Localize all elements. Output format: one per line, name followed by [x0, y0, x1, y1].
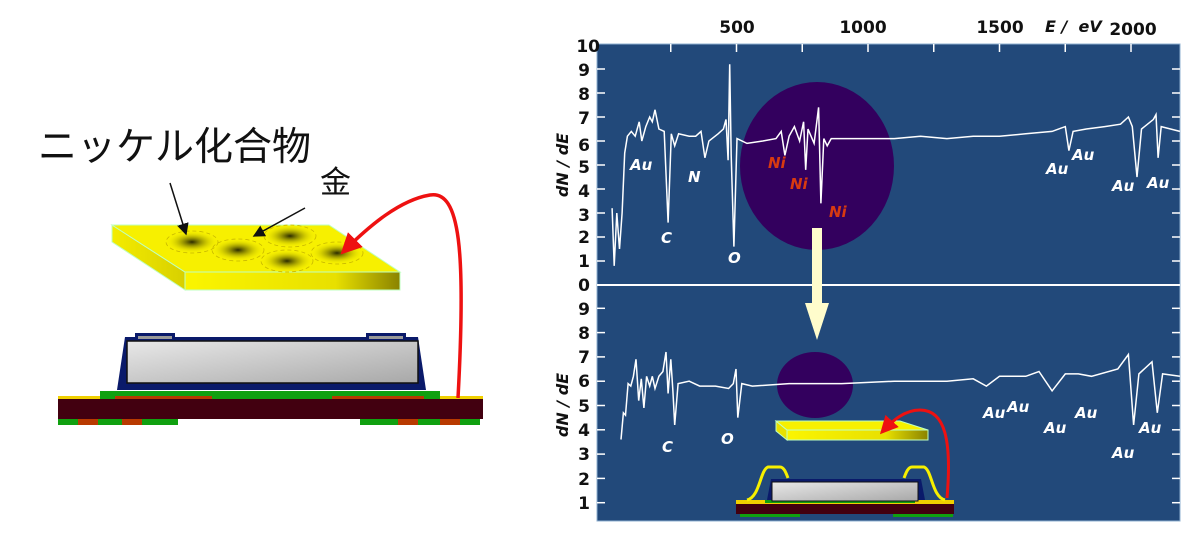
y-tick-label: 7 [578, 109, 590, 129]
y-tick-label: 7 [578, 348, 590, 368]
x-tick-label: 1500 [976, 18, 1023, 38]
y-tick-label: 0 [578, 276, 590, 296]
peak-label-au: Au [1045, 160, 1069, 178]
axis-ticks [597, 44, 1180, 504]
peak-label-ni: Ni [768, 154, 787, 172]
y-tick-label: 1 [578, 494, 590, 514]
y-tick-label: 5 [578, 158, 590, 178]
pointer-arrow-nickel [169, 182, 189, 236]
peak-label-au: Au [982, 404, 1006, 422]
inset-red-curved-arrow [879, 408, 951, 499]
y-axis-label-bottom: dN / dE [553, 373, 572, 437]
peak-label-n: N [688, 168, 701, 186]
spectrum-line-bottom [620, 351, 1181, 440]
down-arrow [805, 228, 829, 340]
peak-label-o: O [721, 430, 734, 448]
y-tick-label: 9 [578, 300, 590, 320]
inset-chip-package [736, 465, 954, 517]
peak-label-au: Au [1006, 398, 1030, 416]
peak-label-au: Au [1043, 419, 1067, 437]
y-tick-label: 2 [578, 228, 590, 248]
peak-label-o: O [728, 249, 741, 267]
y-tick-label: 1 [578, 252, 590, 272]
peak-label-au: Au [1071, 146, 1095, 164]
peak-label-au: Au [629, 156, 653, 174]
x-tick-label: 1000 [839, 18, 886, 38]
chip-package [58, 333, 483, 425]
x-tick-label: 2000 [1109, 20, 1156, 40]
gold-label: 金 [320, 165, 351, 201]
y-tick-labels-bottom: 1 2 3 4 5 6 7 8 9 [578, 300, 590, 514]
peak-label-au: Au [1146, 174, 1170, 192]
y-tick-label: 6 [578, 136, 590, 156]
red-curved-arrow [340, 193, 463, 399]
y-tick-labels-top: 0 1 2 3 4 5 6 7 8 9 10 [576, 37, 600, 296]
plot-area [596, 43, 1181, 522]
y-axis-label-top: dN / dE [553, 133, 572, 197]
x-tick-label: 500 [719, 18, 755, 38]
peak-label-c: C [661, 229, 672, 247]
peak-label-ni: Ni [790, 175, 809, 193]
peak-label-c: C [662, 438, 673, 456]
y-tick-label: 6 [578, 372, 590, 392]
x-axis-label: E / eV [1045, 17, 1103, 36]
nickel-compound-label: ニッケル化合物 [38, 125, 311, 170]
auger-spectrum-chart: 500 1000 1500 2000 E / eV 0 1 2 3 4 5 6 … [553, 17, 1181, 522]
peak-label-au: Au [1111, 177, 1135, 195]
y-tick-label: 2 [578, 470, 590, 490]
y-tick-label: 8 [578, 85, 590, 105]
y-tick-label: 4 [578, 182, 590, 202]
y-tick-label: 8 [578, 324, 590, 344]
peak-label-au: Au [1138, 419, 1162, 437]
y-tick-label: 10 [576, 37, 600, 57]
nickel-highlight-circle [740, 82, 894, 250]
peak-label-au: Au [1111, 444, 1135, 462]
y-tick-label: 3 [578, 206, 590, 226]
pointer-arrow-gold [252, 207, 306, 237]
y-tick-label: 4 [578, 421, 590, 441]
highlight-circle-after [777, 352, 853, 418]
spectrum-line-top [611, 64, 1181, 266]
peak-label-ni: Ni [829, 203, 848, 221]
left-diagram: ニッケル化合物 金 [38, 125, 483, 425]
y-tick-label: 3 [578, 445, 590, 465]
inset-gold-plate [774, 419, 929, 442]
y-tick-label: 9 [578, 61, 590, 81]
peak-label-au: Au [1074, 404, 1098, 422]
y-tick-label: 5 [578, 397, 590, 417]
